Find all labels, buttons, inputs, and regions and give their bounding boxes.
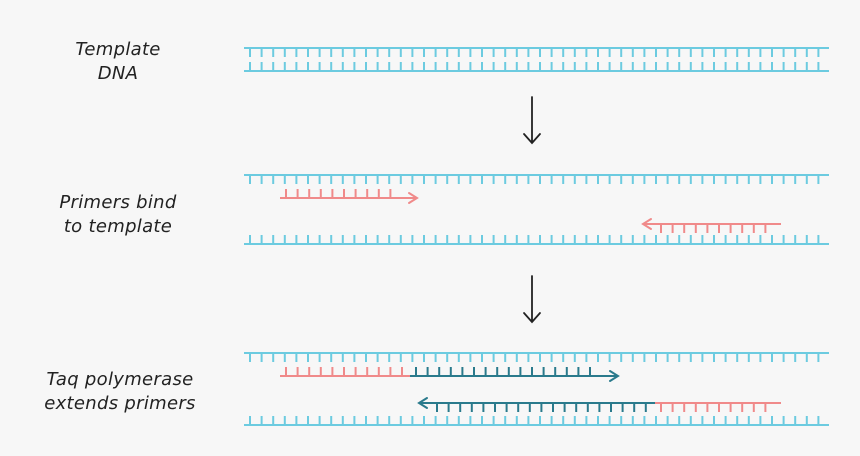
step-1-label-line1: Template <box>75 39 161 60</box>
arrowhead-right-icon <box>609 370 620 382</box>
reverse-primer-3 <box>655 402 781 412</box>
step-2-label-line1: Primers bind <box>59 192 177 213</box>
step-1-label: Template DNA <box>8 38 228 86</box>
template-bottom-strand-2 <box>244 235 829 245</box>
template-bottom-strand-1 <box>244 62 829 72</box>
extended-strand-forward <box>410 367 620 382</box>
step-3-label-line2: extends primers <box>44 393 196 414</box>
step-3-label: Taq polymerase extends primers <box>10 368 230 416</box>
step-2-label: Primers bind to template <box>8 191 228 239</box>
step-2-label-line2: to template <box>63 216 173 237</box>
template-bottom-strand-3 <box>244 416 829 426</box>
arrow-down-icon <box>523 96 541 145</box>
arrowhead-left-icon <box>641 218 652 230</box>
template-top-strand-3 <box>244 352 829 362</box>
forward-primer-2 <box>280 189 419 204</box>
extended-strand-reverse <box>417 397 655 412</box>
arrow-down-icon <box>523 275 541 324</box>
arrowhead-right-icon <box>408 192 419 204</box>
step-1-label-line2: DNA <box>97 63 139 84</box>
step-arrow-1 <box>523 96 541 145</box>
step-arrow-2 <box>523 275 541 324</box>
arrowhead-left-icon <box>417 397 428 409</box>
reverse-primer-2 <box>641 218 781 233</box>
template-top-strand-1 <box>244 47 829 57</box>
forward-primer-3 <box>280 367 410 377</box>
step-3-label-line1: Taq polymerase <box>46 369 194 390</box>
template-top-strand-2 <box>244 174 829 184</box>
